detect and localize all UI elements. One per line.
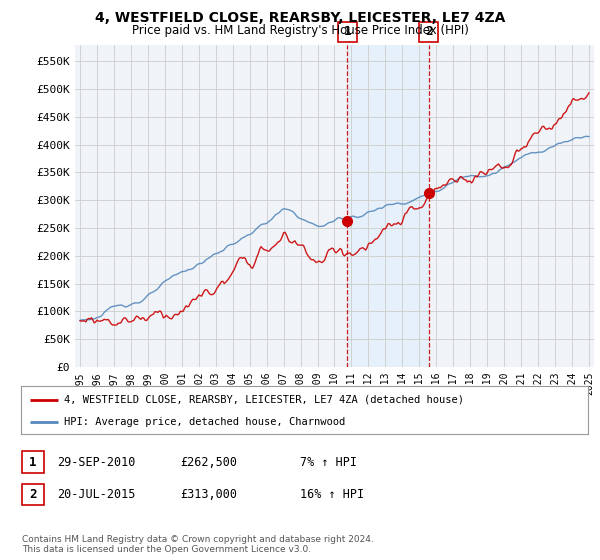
Text: Price paid vs. HM Land Registry's House Price Index (HPI): Price paid vs. HM Land Registry's House … [131,24,469,36]
FancyBboxPatch shape [338,22,356,41]
Text: 2: 2 [29,488,37,501]
Text: £262,500: £262,500 [180,455,237,469]
Text: 4, WESTFIELD CLOSE, REARSBY, LEICESTER, LE7 4ZA: 4, WESTFIELD CLOSE, REARSBY, LEICESTER, … [95,11,505,25]
Bar [347,45,428,367]
Text: 16% ↑ HPI: 16% ↑ HPI [300,488,364,501]
FancyBboxPatch shape [419,22,438,41]
Text: HPI: Average price, detached house, Charnwood: HPI: Average price, detached house, Char… [64,417,345,427]
Text: 1: 1 [343,25,351,39]
Text: £313,000: £313,000 [180,488,237,501]
Text: 1: 1 [29,455,37,469]
Text: 29-SEP-2010: 29-SEP-2010 [57,455,136,469]
Text: Contains HM Land Registry data © Crown copyright and database right 2024.
This d: Contains HM Land Registry data © Crown c… [22,535,373,554]
Text: 20-JUL-2015: 20-JUL-2015 [57,488,136,501]
Text: 2: 2 [425,25,433,39]
Text: 4, WESTFIELD CLOSE, REARSBY, LEICESTER, LE7 4ZA (detached house): 4, WESTFIELD CLOSE, REARSBY, LEICESTER, … [64,395,464,405]
Text: 7% ↑ HPI: 7% ↑ HPI [300,455,357,469]
